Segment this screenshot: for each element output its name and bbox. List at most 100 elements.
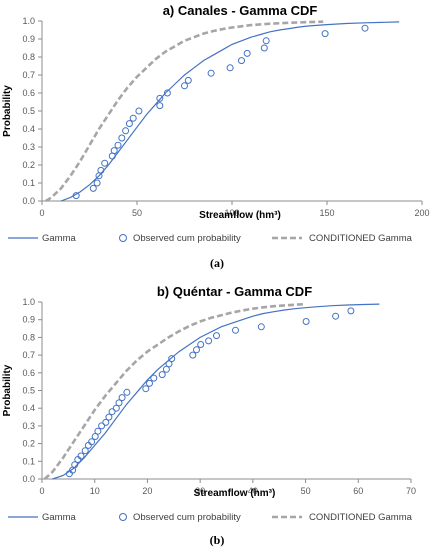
y-tick-label: 0.9 [22,34,35,44]
conditioned-gamma-line [43,302,306,480]
observed-point [226,64,234,72]
gamma-line [60,21,400,202]
y-tick-label: 0.2 [22,160,35,170]
y-tick-label: 0.3 [22,421,35,431]
observed-point [156,94,164,102]
observed-point [118,134,126,142]
observed-point [332,312,340,320]
y-tick-label: 1.0 [22,297,35,307]
observed-point [89,184,97,192]
y-tick-label: 0.4 [22,403,35,413]
observed-point [146,379,153,387]
observed-point [213,332,220,340]
x-tick-label: 50 [132,208,142,218]
legend-label: Gamma [42,512,77,523]
caption-b: (b) [210,533,225,547]
observed-point [77,452,85,460]
x-tick-label: 10 [90,486,100,496]
observed-point [347,307,355,315]
y-tick-label: 0.5 [22,106,35,116]
observed-point [123,388,131,396]
y-tick-label: 0.0 [22,474,35,484]
legend-label: CONDITIONED Gamma [309,233,413,244]
chart-panel-b: b) Quéntar - Gamma CDF 0 10 20 30 40 50 60 70 0.0… [2,284,416,523]
y-tick-label: 0.3 [22,142,35,152]
chart-title: b) Quéntar - Gamma CDF [157,284,312,299]
observed-point [189,351,197,359]
x-axis-label: Streamflow (hm³) [194,488,276,499]
y-tick-label: 0.0 [22,196,35,206]
y-tick-label: 0.7 [22,350,35,360]
observed-point [105,413,113,421]
x-tick-label: 30 [195,486,205,496]
observed-point [72,192,80,200]
observed-point [129,114,137,122]
y-tick-label: 0.2 [22,439,35,449]
observed-point [142,385,150,393]
y-tick-label: 1.0 [22,16,35,26]
x-tick-label: 20 [142,486,152,496]
observed-point [193,346,200,354]
observed-point [238,57,245,65]
observed-point [181,82,188,90]
gamma-line [52,303,380,480]
observed-point [156,102,164,110]
observed-point [243,49,251,57]
observed-point [84,441,92,449]
observed-point [88,438,96,446]
y-tick-label: 0.5 [22,386,35,396]
observed-point [260,44,268,52]
observed-point [168,355,176,363]
x-tick-label: 200 [414,208,429,218]
observed-point [184,76,192,84]
observed-point [302,318,310,325]
observed-point [94,427,102,435]
caption-a: (a) [210,256,224,270]
y-tick-label: 0.8 [22,332,35,342]
x-tick-label: 150 [319,208,334,218]
observed-point [118,394,126,402]
y-tick-label: 0.1 [22,456,35,466]
observed-point [165,360,173,368]
chart-panel-a: a) Canales - Gamma CDF 0 50 100 150 200 0.0 0.1… [2,3,430,244]
observed-point [205,337,213,345]
observed-point [158,371,166,379]
observed-point [257,323,265,331]
observed-point [112,404,120,412]
x-tick-label: 70 [406,486,416,496]
observed-point [262,37,270,45]
x-tick-label: 100 [224,208,239,218]
observed-point [361,24,369,32]
y-tick-label: 0.6 [22,368,35,378]
observed-point [71,461,79,469]
observed-point [102,418,110,426]
observed-point [125,120,133,128]
observed-point [150,374,158,382]
observed-point [91,433,99,440]
y-tick-label: 0.9 [22,315,35,325]
y-tick-label: 0.7 [22,70,35,80]
observed-point [114,141,122,149]
x-axis-label: Streamflow (hm³) [199,210,281,221]
y-tick-label: 0.4 [22,124,35,134]
legend-label: Gamma [42,233,77,244]
legend-marker-circle [119,234,127,242]
observed-point [207,69,215,77]
observed-point [93,179,101,187]
y-tick-label: 0.6 [22,88,35,98]
observed-point [197,341,205,348]
legend-label: Observed cum probability [133,512,241,523]
y-axis-label: Probability [2,364,13,416]
observed-point [135,107,143,115]
observed-point [122,127,130,135]
x-tick-label: 60 [353,486,363,496]
chart-title: a) Canales - Gamma CDF [163,3,318,18]
legend-label: Observed cum probability [133,233,241,244]
observed-point [321,30,329,38]
observed-point [81,447,89,455]
legend-label: CONDITIONED Gamma [309,512,413,523]
observed-point [162,365,170,373]
y-tick-label: 0.8 [22,52,35,62]
observed-point [101,159,109,167]
